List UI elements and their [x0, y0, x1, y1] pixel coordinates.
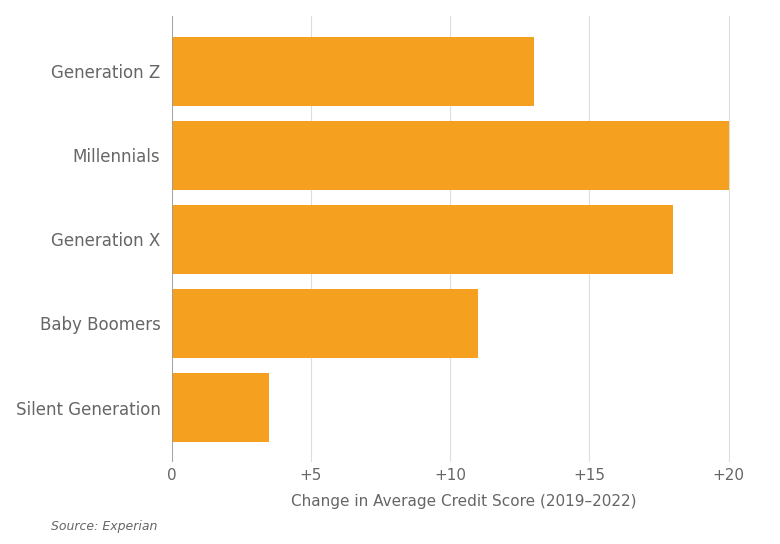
Bar [172, 373, 269, 442]
Text: Source: Experian: Source: Experian [51, 521, 157, 534]
X-axis label: Change in Average Credit Score (2019–2022): Change in Average Credit Score (2019–202… [292, 494, 636, 509]
Bar [172, 36, 534, 106]
Bar [172, 121, 729, 190]
Bar [172, 289, 478, 358]
Bar [172, 205, 673, 274]
